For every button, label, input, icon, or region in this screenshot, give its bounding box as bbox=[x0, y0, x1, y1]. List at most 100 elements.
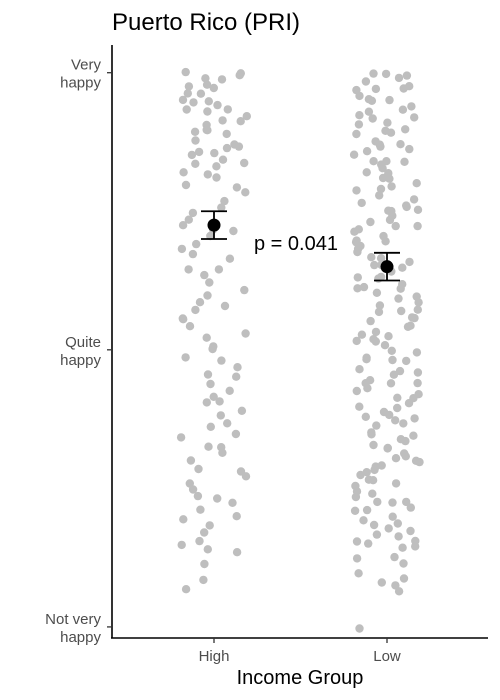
data-point bbox=[398, 263, 407, 272]
data-point bbox=[362, 147, 372, 156]
data-point bbox=[194, 464, 203, 474]
data-point bbox=[218, 155, 228, 164]
data-point bbox=[356, 470, 365, 480]
data-point bbox=[352, 386, 361, 396]
group-means bbox=[201, 210, 400, 282]
data-point bbox=[203, 545, 212, 554]
data-point bbox=[385, 174, 394, 183]
data-point bbox=[232, 548, 242, 557]
data-point bbox=[200, 270, 209, 280]
data-point bbox=[182, 105, 191, 114]
data-point bbox=[241, 472, 251, 481]
data-point bbox=[399, 84, 408, 93]
data-point bbox=[362, 168, 371, 177]
data-point bbox=[374, 274, 383, 283]
data-point bbox=[213, 494, 222, 503]
data-point bbox=[364, 539, 373, 548]
data-point bbox=[200, 559, 209, 569]
data-point bbox=[388, 512, 397, 521]
data-point bbox=[402, 202, 411, 212]
data-point bbox=[406, 503, 415, 512]
data-point bbox=[228, 498, 237, 507]
jitter-points bbox=[176, 67, 424, 633]
data-point bbox=[376, 254, 386, 263]
data-point bbox=[359, 516, 368, 525]
data-point bbox=[390, 552, 399, 562]
data-point bbox=[234, 142, 244, 151]
data-point bbox=[374, 307, 384, 317]
data-point bbox=[217, 75, 227, 84]
data-point bbox=[401, 452, 410, 461]
data-point bbox=[176, 433, 186, 442]
data-point bbox=[412, 348, 422, 357]
data-point bbox=[236, 117, 245, 126]
data-point bbox=[352, 186, 361, 195]
data-point bbox=[381, 69, 391, 79]
data-point bbox=[407, 313, 417, 322]
data-point bbox=[181, 180, 191, 190]
data-point bbox=[364, 107, 374, 116]
data-point bbox=[413, 305, 422, 314]
data-point bbox=[352, 537, 362, 546]
data-point bbox=[206, 379, 215, 389]
data-point bbox=[216, 411, 225, 420]
data-point bbox=[391, 479, 401, 488]
data-point bbox=[222, 129, 231, 139]
data-point bbox=[191, 159, 200, 168]
data-point bbox=[373, 497, 382, 507]
mean-point bbox=[380, 260, 394, 274]
data-point bbox=[409, 431, 418, 440]
data-point bbox=[183, 89, 192, 98]
data-point bbox=[371, 337, 380, 346]
data-point bbox=[179, 168, 188, 177]
data-point bbox=[181, 67, 190, 77]
data-point bbox=[205, 521, 214, 530]
data-point bbox=[204, 442, 213, 451]
data-point bbox=[403, 322, 413, 331]
data-point bbox=[203, 107, 212, 116]
data-point bbox=[357, 330, 367, 339]
data-point bbox=[369, 440, 378, 450]
data-point bbox=[191, 136, 200, 145]
data-point bbox=[202, 398, 211, 407]
data-point bbox=[184, 215, 193, 224]
data-point bbox=[242, 112, 251, 121]
data-point bbox=[188, 208, 198, 218]
data-point bbox=[370, 465, 379, 475]
x-tick-label: High bbox=[199, 648, 230, 665]
data-point bbox=[396, 284, 405, 293]
data-point bbox=[237, 406, 247, 415]
data-point bbox=[350, 506, 360, 515]
data-point bbox=[209, 83, 218, 93]
data-point bbox=[407, 102, 416, 111]
data-point bbox=[355, 91, 364, 101]
data-point bbox=[202, 333, 211, 342]
data-point bbox=[410, 414, 419, 423]
data-point bbox=[241, 188, 250, 197]
data-point bbox=[217, 356, 226, 365]
data-point bbox=[409, 195, 419, 204]
data-point bbox=[351, 492, 361, 502]
data-point bbox=[396, 140, 405, 149]
data-point bbox=[375, 191, 384, 200]
data-point bbox=[233, 363, 242, 372]
data-point bbox=[393, 393, 402, 402]
data-point bbox=[355, 111, 364, 120]
data-point bbox=[184, 82, 194, 91]
data-point bbox=[241, 329, 250, 338]
data-point bbox=[355, 402, 364, 411]
data-point bbox=[384, 332, 393, 341]
data-point bbox=[185, 322, 195, 331]
data-point bbox=[199, 575, 208, 585]
data-point bbox=[411, 542, 420, 551]
data-point bbox=[378, 164, 387, 173]
data-point bbox=[391, 454, 401, 463]
data-point bbox=[210, 148, 219, 158]
x-axis-title: Income Group bbox=[237, 667, 364, 689]
data-point bbox=[412, 179, 421, 188]
data-point bbox=[402, 497, 411, 507]
data-point bbox=[194, 147, 204, 157]
data-point bbox=[363, 384, 372, 393]
data-point bbox=[225, 386, 234, 395]
data-point bbox=[368, 114, 377, 123]
